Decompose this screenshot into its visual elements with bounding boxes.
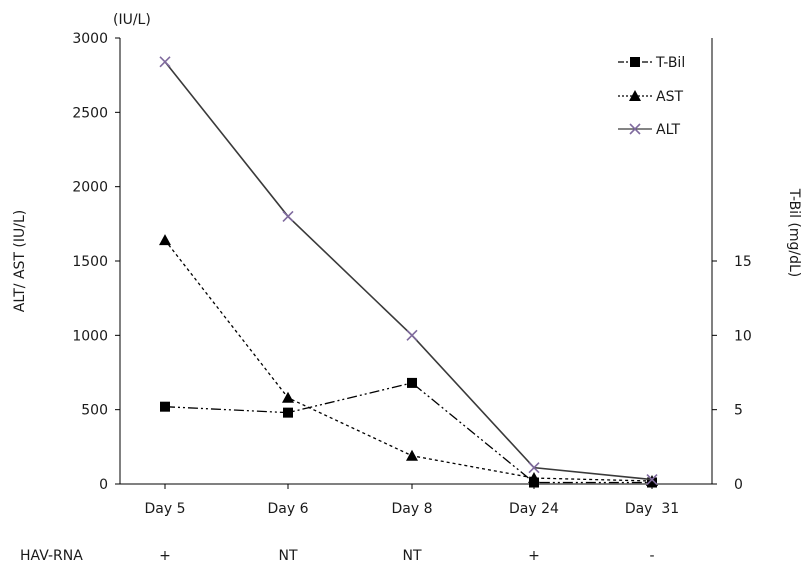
x-tick-label: Day 6 — [267, 501, 308, 517]
data-point-alt — [282, 210, 294, 222]
data-point-t-bil — [160, 401, 170, 412]
legend-label: T-Bil — [655, 55, 685, 71]
hav-rna-value: + — [159, 548, 171, 564]
hav-rna-value: NT — [278, 548, 297, 564]
right-tick-label: 10 — [734, 328, 752, 344]
right-axis-title: T-Bil (mg/dL) — [786, 188, 802, 278]
hav-rna-value: - — [649, 548, 654, 564]
series-ast — [159, 234, 658, 487]
left-tick-label: 2500 — [72, 105, 108, 121]
left-axis-ticks: 0 500 1000 1500 2000 2500 3000 — [72, 31, 120, 493]
x-axis-ticks: Day 5 Day 6 Day 8 Day 24 Day 31 — [144, 484, 679, 517]
legend-marker-alt — [629, 123, 641, 135]
legend-marker-t-bil — [630, 57, 640, 67]
left-tick-label: 2000 — [72, 180, 108, 196]
left-tick-label: 1000 — [72, 328, 108, 344]
x-tick-label: Day 31 — [625, 501, 679, 517]
left-axis-title: ALT/ AST (IU/L) — [12, 210, 28, 312]
series-line-ast — [164, 239, 653, 482]
right-axis-ticks: 0 5 10 15 — [712, 254, 752, 493]
hav-rna-row: HAV-RNA + NT NT + - — [20, 548, 655, 564]
series-line-t-bil — [164, 382, 652, 484]
right-tick-label: 0 — [734, 477, 743, 493]
data-point-alt — [528, 462, 540, 474]
legend-label: ALT — [656, 122, 680, 138]
legend: T-Bil AST ALT — [618, 55, 685, 138]
x-tick-label: Day 24 — [509, 501, 559, 517]
x-tick-label: Day 8 — [391, 501, 432, 517]
series-t-bil — [160, 377, 657, 488]
legend-label: AST — [656, 89, 683, 105]
left-axis-unit-label: (IU/L) — [113, 12, 151, 28]
series-layer — [159, 56, 658, 488]
data-point-t-bil — [407, 377, 417, 388]
legend-item-t-bil: T-Bil — [618, 55, 685, 71]
data-point-alt — [406, 329, 418, 341]
x-tick-label: Day 5 — [144, 501, 185, 517]
data-point-alt — [159, 56, 171, 68]
series-line-alt — [164, 61, 653, 481]
data-point-ast — [282, 391, 294, 403]
right-tick-label: 15 — [734, 254, 752, 270]
data-point-ast — [159, 234, 171, 246]
series-alt — [159, 56, 658, 486]
data-point-ast — [528, 472, 540, 484]
legend-marker-ast — [629, 90, 641, 101]
hav-rna-value: + — [528, 548, 540, 564]
right-tick-label: 5 — [734, 403, 743, 419]
left-tick-label: 0 — [99, 477, 108, 493]
data-point-t-bil — [283, 407, 293, 418]
left-tick-label: 3000 — [72, 31, 108, 47]
data-point-ast — [406, 449, 418, 461]
legend-item-alt: ALT — [618, 122, 680, 138]
left-tick-label: 1500 — [72, 254, 108, 270]
data-point-alt — [646, 473, 658, 486]
left-tick-label: 500 — [81, 403, 108, 419]
hav-rna-label: HAV-RNA — [20, 548, 83, 564]
hav-rna-value: NT — [402, 548, 421, 564]
legend-item-ast: AST — [618, 89, 683, 105]
